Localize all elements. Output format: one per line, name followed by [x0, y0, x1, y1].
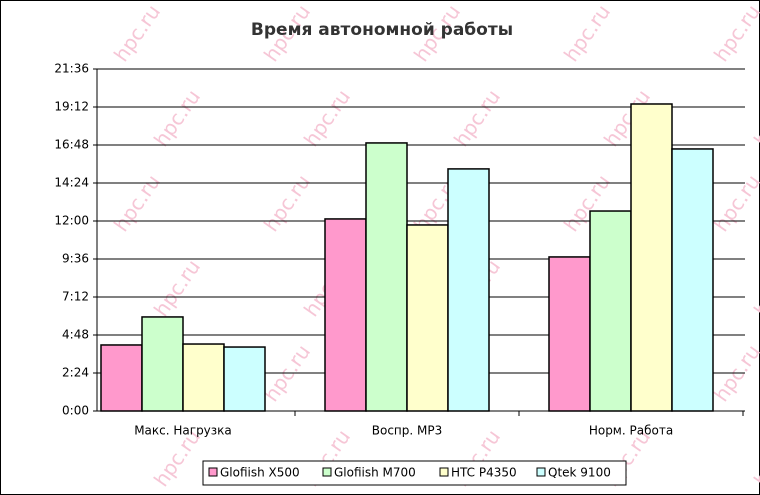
y-tick-label: 0:00 [62, 404, 89, 418]
legend-swatch [439, 467, 449, 477]
y-tick-label: 14:24 [54, 176, 89, 190]
legend-label: Glofiish M700 [334, 466, 416, 480]
x-tick-label: Воспр. MP3 [372, 424, 443, 438]
y-tick-label: 12:00 [54, 214, 89, 228]
bar [630, 103, 673, 412]
bar [406, 224, 449, 412]
bar [548, 256, 591, 412]
legend-swatch [536, 467, 546, 477]
bar [100, 344, 143, 412]
legend-label: Glofiish X500 [220, 466, 300, 480]
bar [182, 343, 225, 412]
y-tick-label: 7:12 [62, 290, 89, 304]
bar [223, 346, 266, 412]
y-tick-label: 19:12 [54, 100, 89, 114]
bar [447, 168, 490, 412]
bar [324, 218, 367, 412]
x-tick-label: Норм. Работа [589, 424, 673, 438]
bar [589, 210, 632, 412]
bar [365, 142, 408, 412]
y-tick-label: 16:48 [54, 138, 89, 152]
y-tick-label: 21:36 [54, 62, 89, 76]
x-tick-label: Макс. Нагрузка [134, 424, 232, 438]
legend-swatch [208, 467, 218, 477]
legend [202, 460, 627, 486]
y-tick-label: 9:36 [62, 252, 89, 266]
chart-title: Время автономной работы [251, 20, 513, 40]
y-tick-label: 4:48 [62, 328, 89, 342]
legend-label: HTC P4350 [451, 466, 517, 480]
y-tick-label: 2:24 [62, 366, 89, 380]
bar [141, 316, 184, 412]
legend-label: Qtek 9100 [548, 466, 611, 480]
legend-swatch [322, 467, 332, 477]
bar [671, 148, 714, 412]
